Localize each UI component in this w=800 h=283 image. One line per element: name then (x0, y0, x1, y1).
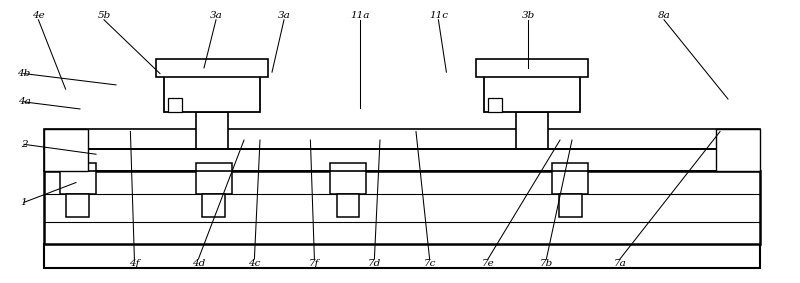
Text: 4e: 4e (32, 11, 45, 20)
Text: 7f: 7f (309, 259, 320, 268)
Text: 11a: 11a (350, 11, 370, 20)
Text: 4a: 4a (18, 97, 30, 106)
Bar (44, 171, 760, 244)
Text: 3a: 3a (278, 11, 290, 20)
Bar (195, 163, 232, 194)
Bar (337, 194, 359, 217)
Bar (44, 129, 760, 149)
Text: 5b: 5b (98, 11, 110, 20)
Bar (196, 112, 228, 149)
Bar (168, 98, 182, 112)
Text: 7a: 7a (614, 259, 626, 268)
Bar (552, 163, 588, 194)
Text: 7c: 7c (423, 259, 436, 268)
Bar (66, 194, 89, 217)
Bar (330, 163, 366, 194)
Bar (202, 194, 225, 217)
Bar (44, 149, 760, 171)
Text: 3a: 3a (210, 11, 222, 20)
Text: 1: 1 (21, 198, 27, 207)
Bar (716, 129, 760, 171)
Text: 4b: 4b (18, 69, 30, 78)
Bar (516, 112, 548, 149)
Text: 7b: 7b (540, 259, 553, 268)
Bar (44, 244, 760, 269)
Bar (559, 194, 582, 217)
Text: 11c: 11c (429, 11, 448, 20)
Text: 8a: 8a (658, 11, 670, 20)
Bar (59, 163, 96, 194)
Bar (156, 59, 268, 77)
Text: 4f: 4f (129, 259, 140, 268)
Bar (484, 68, 580, 112)
Text: 3b: 3b (522, 11, 534, 20)
Bar (488, 98, 502, 112)
Bar (44, 129, 88, 171)
Bar (164, 68, 260, 112)
Text: 7e: 7e (482, 259, 494, 268)
Text: 4d: 4d (192, 259, 205, 268)
Text: 4c: 4c (248, 259, 261, 268)
Bar (476, 59, 588, 77)
Text: 2: 2 (21, 140, 27, 149)
Text: 7d: 7d (368, 259, 381, 268)
